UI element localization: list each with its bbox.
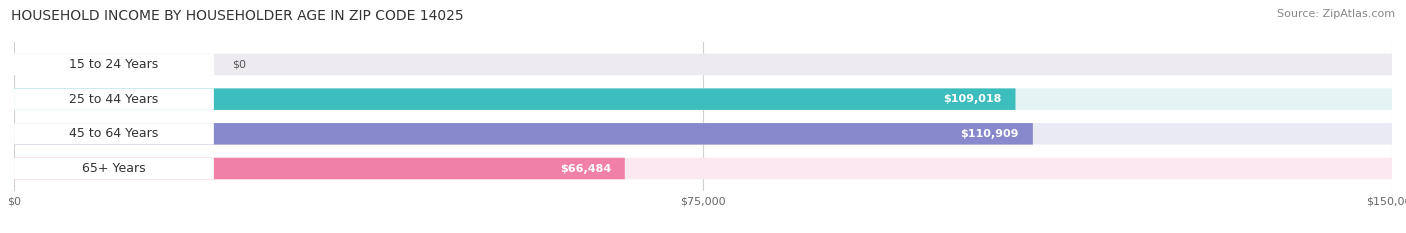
- FancyBboxPatch shape: [14, 88, 214, 110]
- FancyBboxPatch shape: [14, 123, 1033, 145]
- Text: Source: ZipAtlas.com: Source: ZipAtlas.com: [1277, 9, 1395, 19]
- FancyBboxPatch shape: [14, 54, 1392, 75]
- Text: 45 to 64 Years: 45 to 64 Years: [69, 127, 159, 140]
- Text: 15 to 24 Years: 15 to 24 Years: [69, 58, 159, 71]
- FancyBboxPatch shape: [14, 88, 1015, 110]
- FancyBboxPatch shape: [14, 123, 1392, 145]
- Text: $0: $0: [232, 59, 246, 69]
- Text: 25 to 44 Years: 25 to 44 Years: [69, 93, 159, 106]
- FancyBboxPatch shape: [14, 123, 214, 145]
- FancyBboxPatch shape: [14, 158, 214, 179]
- Text: HOUSEHOLD INCOME BY HOUSEHOLDER AGE IN ZIP CODE 14025: HOUSEHOLD INCOME BY HOUSEHOLDER AGE IN Z…: [11, 9, 464, 23]
- Text: 65+ Years: 65+ Years: [82, 162, 146, 175]
- FancyBboxPatch shape: [14, 88, 1392, 110]
- FancyBboxPatch shape: [14, 54, 214, 75]
- FancyBboxPatch shape: [14, 158, 1392, 179]
- Text: $109,018: $109,018: [943, 94, 1001, 104]
- FancyBboxPatch shape: [14, 158, 624, 179]
- Text: $66,484: $66,484: [560, 164, 612, 174]
- Text: $110,909: $110,909: [960, 129, 1019, 139]
